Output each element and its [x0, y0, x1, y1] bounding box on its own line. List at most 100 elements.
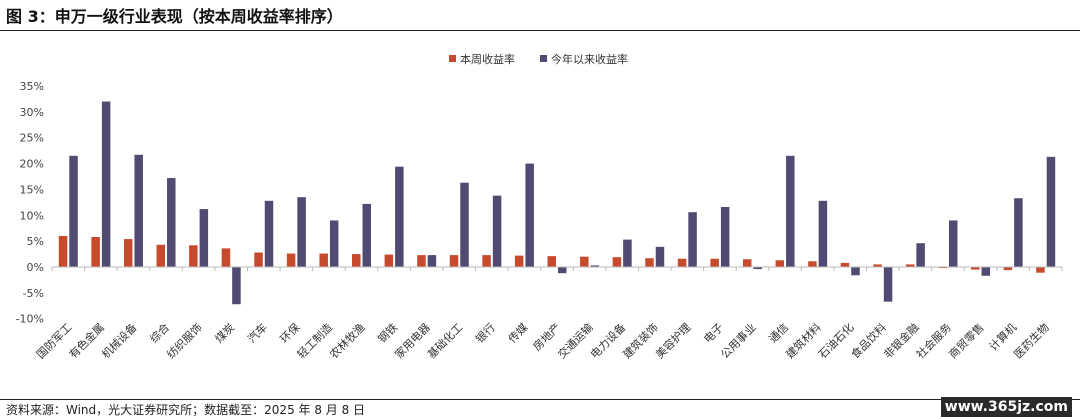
weekly-bar	[775, 260, 785, 267]
category-label: 农林牧渔	[327, 320, 368, 361]
category-label: 汽车	[244, 320, 269, 345]
ytd-bar	[167, 178, 176, 267]
category-label: 钢铁	[375, 321, 400, 346]
ytd-bar	[297, 197, 306, 267]
ytd-bar	[1014, 198, 1023, 267]
category-label: 通信	[766, 321, 791, 346]
ytd-bar	[851, 267, 860, 276]
ytd-bar	[395, 166, 404, 267]
weekly-bar	[645, 258, 654, 267]
ytd-bar	[655, 246, 665, 267]
category-label: 轻工制造	[294, 320, 335, 361]
ytd-bar	[69, 155, 78, 267]
category-label: 石油石化	[815, 320, 856, 361]
ytd-bar	[883, 267, 893, 302]
weekly-bar	[840, 262, 850, 267]
category-label: 社会服务	[913, 320, 954, 361]
legend-swatch-ytd	[540, 55, 547, 62]
ytd-bar	[786, 155, 795, 267]
ytd-bar	[623, 239, 632, 267]
weekly-bar	[547, 256, 556, 267]
ytd-bar	[981, 267, 991, 276]
y-tick-label: 30%	[20, 106, 44, 119]
weekly-bar	[971, 267, 980, 270]
weekly-bar	[286, 253, 296, 267]
y-axis: 35% 30% 25% 20% 15% 10% 5% 0% -5% -10%	[16, 80, 44, 326]
legend-swatch-weekly	[449, 55, 456, 62]
weekly-bar	[808, 261, 817, 267]
weekly-bar	[221, 248, 231, 267]
weekly-bar	[905, 264, 915, 267]
ytd-bar	[818, 200, 828, 267]
chart-legend: 本周收益率 今年以来收益率	[449, 52, 628, 66]
weekly-bar	[156, 244, 166, 267]
category-label: 银行	[473, 320, 498, 345]
weekly-bar	[384, 254, 394, 267]
ytd-bar	[590, 265, 600, 267]
ytd-bar	[688, 212, 697, 267]
ytd-bar	[101, 101, 111, 267]
y-tick-label: 0%	[27, 261, 44, 274]
ytd-bar	[558, 267, 567, 274]
y-tick-label: 15%	[20, 183, 44, 196]
legend-label-weekly: 本周收益率	[460, 52, 515, 66]
ytd-bar	[134, 154, 143, 267]
category-label: 传媒	[506, 321, 531, 346]
ytd-bar	[460, 182, 469, 267]
weekly-bar	[612, 257, 622, 267]
ytd-bar	[720, 207, 730, 267]
category-label: 环保	[277, 320, 302, 345]
chart-bars	[58, 101, 1056, 305]
category-label: 国防军工	[33, 320, 74, 361]
watermark: www.365jz.com	[940, 397, 1072, 417]
category-label: 美容护理	[652, 320, 693, 361]
weekly-bar	[1036, 267, 1045, 273]
ytd-bar	[492, 195, 502, 267]
category-label: 非银金融	[880, 320, 921, 361]
category-label: 家用电器	[392, 320, 433, 361]
category-label: 纺织服饰	[164, 320, 205, 361]
weekly-bar	[417, 255, 426, 267]
ytd-bar	[916, 243, 925, 267]
y-tick-label: 25%	[20, 132, 44, 145]
category-label: 电力设备	[587, 320, 628, 361]
ytd-bar	[362, 203, 372, 267]
y-tick-label: 20%	[20, 158, 44, 171]
category-label: 建筑材料	[783, 320, 824, 361]
legend-label-ytd: 今年以来收益率	[551, 52, 628, 66]
weekly-bar	[189, 245, 198, 267]
ytd-bar	[427, 255, 437, 267]
weekly-bar	[319, 253, 328, 267]
category-label: 有色金属	[66, 320, 107, 361]
weekly-bar	[58, 235, 68, 267]
category-label: 医药生物	[1011, 320, 1052, 361]
category-label: 商贸零售	[946, 320, 987, 361]
category-label: 综合	[147, 320, 172, 345]
category-label: 机械设备	[99, 320, 140, 361]
category-label: 公用事业	[718, 321, 758, 361]
ytd-bar	[753, 267, 762, 270]
category-label: 食品饮料	[848, 320, 889, 361]
weekly-bar	[1003, 267, 1013, 271]
ytd-bar	[264, 200, 274, 267]
ytd-bar	[525, 163, 534, 267]
weekly-bar	[352, 254, 361, 267]
source-note: 资料来源：Wind，光大证券研究所；数据截至：2025 年 8 月 8 日	[6, 403, 366, 417]
weekly-bar	[91, 237, 100, 267]
weekly-bar	[254, 252, 263, 267]
y-tick-label: 5%	[27, 235, 44, 248]
ytd-bar	[232, 267, 241, 305]
y-tick-label: 10%	[20, 209, 44, 222]
category-label: 建筑装饰	[620, 320, 661, 361]
ytd-bar	[948, 220, 958, 267]
footer-divider	[0, 399, 1080, 400]
y-tick-label: -10%	[16, 313, 44, 326]
figure-title: 图 3：申万一级行业表现（按本周收益率排序）	[6, 7, 343, 26]
category-label: 煤炭	[213, 321, 238, 346]
weekly-bar	[123, 239, 133, 267]
weekly-bar	[677, 258, 687, 267]
weekly-bar	[742, 259, 752, 267]
category-label: 基础化工	[424, 320, 465, 361]
